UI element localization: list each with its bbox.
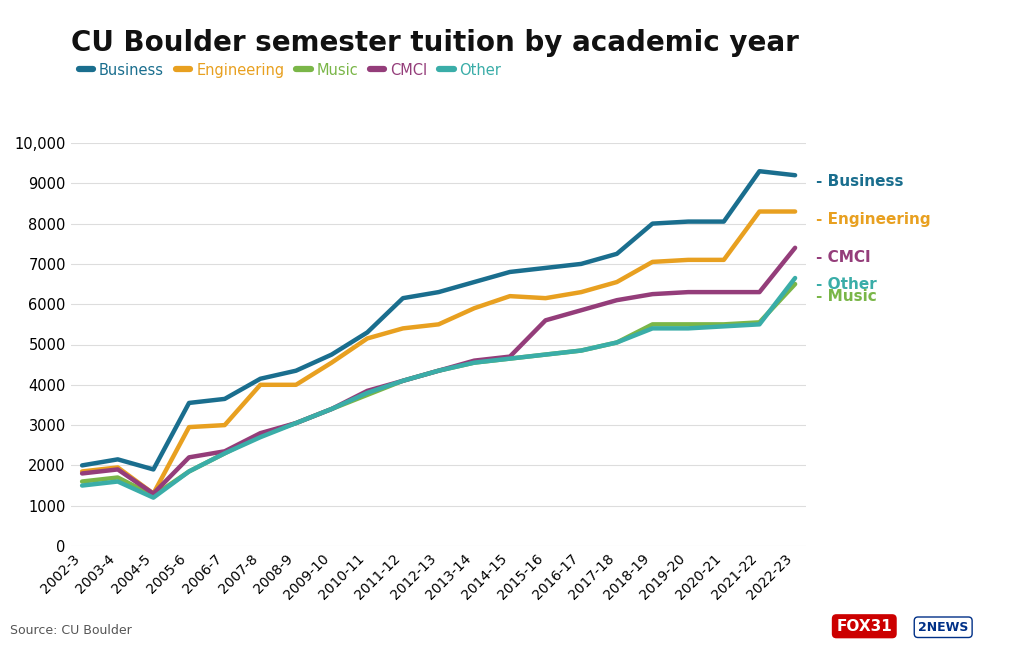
Text: - Music: - Music <box>815 289 876 304</box>
Text: CU Boulder semester tuition by academic year: CU Boulder semester tuition by academic … <box>71 29 799 57</box>
Text: Source: CU Boulder: Source: CU Boulder <box>10 624 131 637</box>
Text: - Business: - Business <box>815 174 903 188</box>
Text: 2NEWS: 2NEWS <box>917 621 967 634</box>
Text: - Other: - Other <box>815 276 876 292</box>
Text: FOX31: FOX31 <box>836 619 892 634</box>
Text: - Engineering: - Engineering <box>815 212 929 227</box>
Legend: Business, Engineering, Music, CMCI, Other: Business, Engineering, Music, CMCI, Othe… <box>78 62 501 77</box>
Text: - CMCI: - CMCI <box>815 250 870 265</box>
